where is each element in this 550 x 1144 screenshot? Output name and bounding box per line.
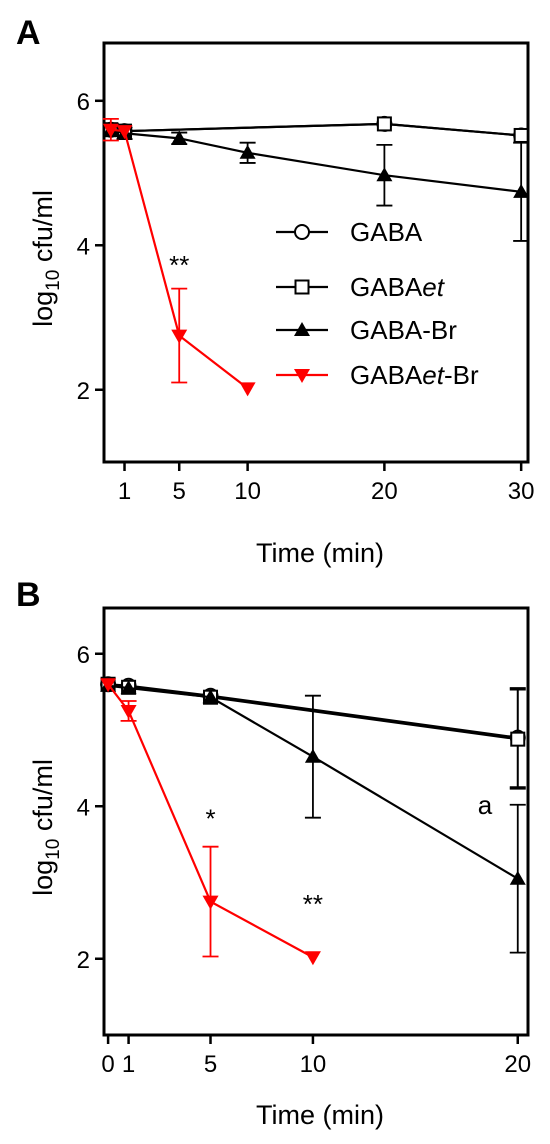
x-tick-label: 10 <box>234 478 261 505</box>
legend-label-italic: et <box>422 360 445 390</box>
series-GABAet-Br <box>102 117 256 397</box>
legend-label-main: GABA <box>350 360 423 390</box>
legend-label: GABAet-Br <box>350 360 479 390</box>
x-axis-label: Time (min) <box>256 1100 384 1130</box>
series-line <box>110 128 249 390</box>
series-line <box>110 128 522 193</box>
y-tick-label: 6 <box>77 89 90 116</box>
legend-marker <box>294 369 310 383</box>
y-axis-label-main: log <box>28 291 58 327</box>
y-tick-label: 2 <box>77 378 90 405</box>
series-line <box>110 122 522 137</box>
y-tick-label: 6 <box>77 642 90 669</box>
plot-frame <box>102 41 530 464</box>
significance-annotation: ** <box>303 889 323 919</box>
significance-annotation: a <box>478 790 493 820</box>
y-axis-label-rest: cfu/ml <box>28 190 58 270</box>
y-axis-label: log10 cfu/ml <box>28 190 64 327</box>
series-line <box>107 683 314 959</box>
data-point <box>120 680 137 695</box>
legend-label: GABA <box>350 217 423 247</box>
data-point <box>509 870 526 885</box>
legend-label-tail: -Br <box>444 360 479 390</box>
data-point <box>376 167 393 182</box>
data-point <box>171 329 188 344</box>
legend-label: GABA-Br <box>350 315 457 345</box>
data-point <box>120 704 137 719</box>
data-point <box>239 144 256 159</box>
data-point <box>202 895 219 910</box>
x-tick-label: 1 <box>122 1051 135 1078</box>
series-GABA-Br <box>102 121 530 242</box>
legend-label-italic: et <box>422 272 445 302</box>
y-axis-label-subscript: 10 <box>43 270 64 291</box>
y-tick-label: 2 <box>77 947 90 974</box>
y-tick-label: 4 <box>77 233 90 260</box>
x-tick-label: 20 <box>371 478 398 505</box>
data-point <box>202 689 219 704</box>
data-point <box>100 678 117 693</box>
x-tick-label: 1 <box>118 478 131 505</box>
legend-marker <box>294 224 310 240</box>
data-point <box>513 183 530 198</box>
data-point <box>239 382 256 397</box>
x-tick-label: 30 <box>508 478 535 505</box>
legend-label-main: GABA-Br <box>350 315 457 345</box>
legend-marker <box>294 279 310 295</box>
data-point <box>304 748 321 763</box>
y-axis-label: log10 cfu/ml <box>28 759 64 896</box>
legend-label-main: GABA <box>350 272 423 302</box>
data-point <box>513 127 529 143</box>
data-point <box>171 130 188 145</box>
y-axis-label-rest: cfu/ml <box>28 759 58 839</box>
legend-label-main: GABA <box>350 217 423 247</box>
legend-label: GABAet <box>350 272 446 302</box>
panel-label: B <box>16 576 41 614</box>
data-point <box>304 951 321 966</box>
series-GABA-Br <box>100 677 526 954</box>
x-tick-label: 10 <box>300 1051 327 1078</box>
x-tick-label: 5 <box>204 1051 217 1078</box>
y-tick-label: 4 <box>77 794 90 821</box>
x-tick-label: 5 <box>173 478 186 505</box>
data-point <box>116 125 133 140</box>
panel-label: A <box>16 14 41 52</box>
data-point <box>102 123 119 138</box>
x-tick-label: 0 <box>101 1051 114 1078</box>
plot-frame <box>102 606 530 1037</box>
x-tick-label: 20 <box>504 1051 531 1078</box>
data-point <box>376 116 392 132</box>
significance-annotation: * <box>205 804 215 834</box>
y-axis-label-main: log <box>28 860 58 896</box>
significance-annotation: ** <box>169 250 189 280</box>
data-point <box>510 731 526 747</box>
series-GABAet-Br <box>100 678 321 966</box>
x-axis-label: Time (min) <box>256 538 384 568</box>
y-axis-label-subscript: 10 <box>43 839 64 860</box>
legend-marker <box>294 322 310 336</box>
